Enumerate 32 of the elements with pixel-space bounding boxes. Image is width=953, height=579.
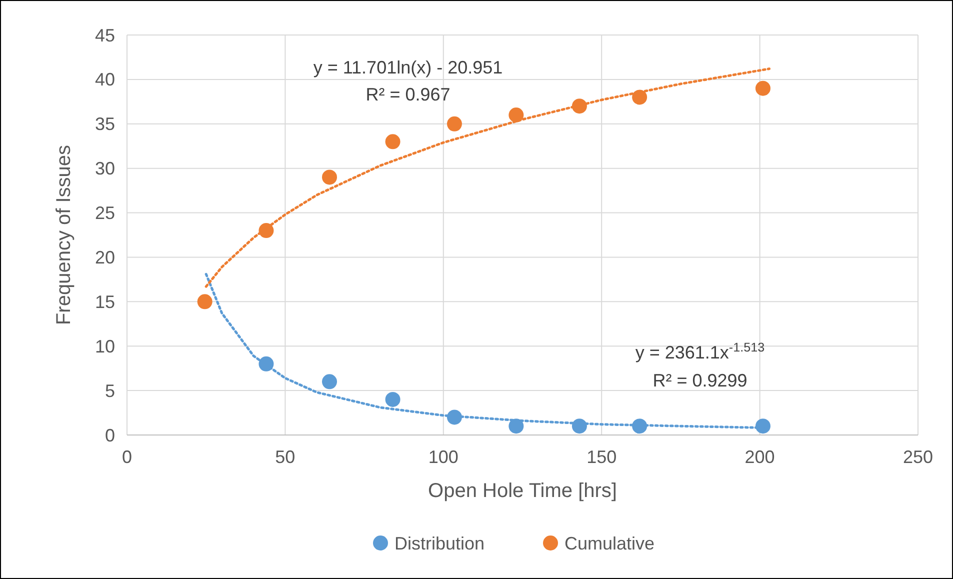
- x-axis-title: Open Hole Time [hrs]: [428, 480, 617, 502]
- y-tick-label: 30: [94, 158, 115, 179]
- y-tick-label: 35: [94, 114, 115, 134]
- x-tick-label: 50: [275, 447, 296, 467]
- legend-label: Distribution: [394, 533, 485, 554]
- y-tick-label: 25: [94, 203, 115, 224]
- y-tick-label: 20: [94, 248, 115, 268]
- annotation: R² = 0.967: [366, 84, 450, 104]
- point: [446, 116, 462, 132]
- x-tick-label: 100: [428, 447, 458, 467]
- x-tick-label: 0: [122, 447, 132, 467]
- point: [508, 108, 524, 122]
- legend-label: Cumulative: [564, 533, 655, 554]
- point: [385, 392, 400, 407]
- annotation: R² = 0.9299: [652, 370, 748, 390]
- y-tick-label: 45: [94, 25, 115, 46]
- y-tick-label: 15: [94, 292, 115, 312]
- point: [755, 80, 770, 96]
- annotation: y = 11.701ln(x) - 20.951: [313, 57, 503, 78]
- y-tick-label: 40: [94, 70, 115, 90]
- point: [385, 134, 400, 150]
- y-tick-label: 10: [94, 336, 115, 356]
- y-tick-label: 0: [104, 425, 115, 446]
- x-tick-label: 150: [586, 447, 617, 467]
- annotation: y = 2361.1x$^{-1.513}$: [635, 340, 765, 362]
- point: [322, 170, 337, 185]
- y-tick-label: 5: [104, 380, 115, 401]
- point: [322, 374, 337, 390]
- x-tick-label: 200: [744, 447, 775, 467]
- x-tick-label: 250: [902, 447, 934, 467]
- y-axis-title: Frequency of Issues: [53, 144, 75, 326]
- point: [197, 294, 212, 310]
